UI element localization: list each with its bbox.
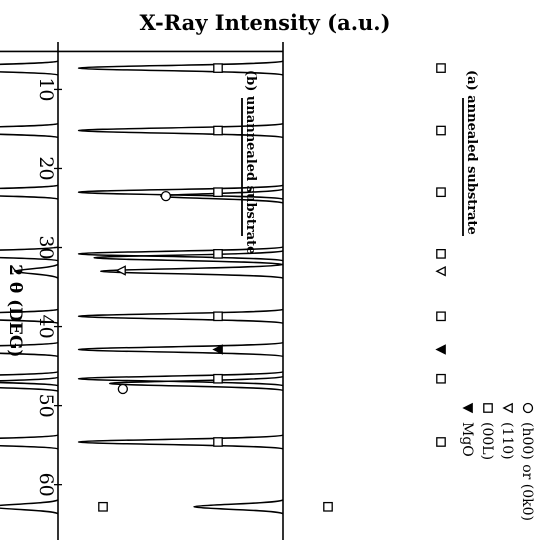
marker-a-triangle-open-5 xyxy=(435,265,446,277)
peak-a-11 xyxy=(77,434,284,450)
x-tick-label-20: 20 xyxy=(35,156,57,180)
series-b: (b) unannealed substrate xyxy=(0,42,258,540)
series-label-a: (a) annealed substrate xyxy=(464,70,479,235)
marker-b-square-7 xyxy=(213,373,223,384)
peak-b-7 xyxy=(0,371,59,387)
legend-marker-3 xyxy=(462,402,473,414)
legend-marker-0 xyxy=(522,402,534,414)
peak-b-5 xyxy=(0,308,59,325)
plot-area: (a) annealed substrate (b) unannealed sub… xyxy=(0,42,535,540)
x-tick-label-50: 50 xyxy=(35,394,57,418)
marker-b-triangle-open-4 xyxy=(115,265,126,276)
marker-b-square-1 xyxy=(213,125,223,136)
peak-a-10 xyxy=(108,375,284,392)
peak-b-4 xyxy=(13,263,59,279)
marker-b-square-9 xyxy=(213,437,223,447)
marker-a-square-6 xyxy=(436,311,446,322)
chart-title: X-Ray Intensity (a.u.) xyxy=(139,10,390,35)
peak-a-8 xyxy=(77,341,284,358)
marker-b-square-0 xyxy=(213,63,223,73)
series-a: (a) annealed substrate xyxy=(57,42,479,540)
series-label-b: (b) unannealed substrate xyxy=(243,70,258,254)
x-tick-label-40: 40 xyxy=(35,314,57,338)
legend-label-2: (00L) xyxy=(479,422,495,460)
peak-a-2 xyxy=(77,184,284,200)
marker-a-square-11 xyxy=(323,501,333,512)
marker-a-triangle-filled-7 xyxy=(435,344,446,355)
peak-a-5 xyxy=(93,250,284,266)
x-tick-label-10: 10 xyxy=(35,77,57,101)
x-tick-label-60: 60 xyxy=(35,473,57,497)
peak-b-2 xyxy=(0,184,59,200)
peak-a-12 xyxy=(193,499,284,515)
marker-a-square-4 xyxy=(436,248,446,259)
legend-marker-2 xyxy=(483,403,493,413)
marker-b-square-2 xyxy=(213,187,223,198)
x-tick-label-30: 30 xyxy=(35,235,57,259)
marker-a-circle-9 xyxy=(117,383,128,395)
peak-b-8 xyxy=(0,376,59,392)
marker-a-square-2 xyxy=(436,187,446,198)
peak-a-7 xyxy=(77,308,284,325)
legend-marker-1 xyxy=(502,402,513,414)
marker-a-square-10 xyxy=(436,437,446,447)
x-axis-label: 2 θ (DEG) xyxy=(5,264,25,357)
peak-a-0 xyxy=(77,60,284,76)
peak-a-9 xyxy=(77,371,284,387)
peak-b-9 xyxy=(0,434,59,450)
marker-a-circle-3 xyxy=(160,190,172,202)
peak-b-0 xyxy=(0,60,59,76)
peak-a-1 xyxy=(77,122,284,139)
marker-b-square-10 xyxy=(98,501,108,512)
peak-b-3 xyxy=(0,246,59,262)
legend-label-1: (110) xyxy=(499,422,515,460)
peak-a-6 xyxy=(99,263,284,279)
peak-b-1 xyxy=(0,122,59,139)
marker-b-triangle-filled-6 xyxy=(212,344,223,355)
marker-b-square-5 xyxy=(213,311,223,322)
marker-a-square-0 xyxy=(436,63,446,73)
peak-b-10 xyxy=(0,499,59,515)
legend-label-3: MgO xyxy=(459,422,475,457)
peak-a-4 xyxy=(77,246,284,262)
legend-label-0: (h00) or (0k0) xyxy=(519,422,535,521)
marker-a-square-1 xyxy=(436,125,446,136)
peak-b-6 xyxy=(0,341,59,358)
marker-a-square-8 xyxy=(436,373,446,384)
marker-b-square-3 xyxy=(213,248,223,259)
